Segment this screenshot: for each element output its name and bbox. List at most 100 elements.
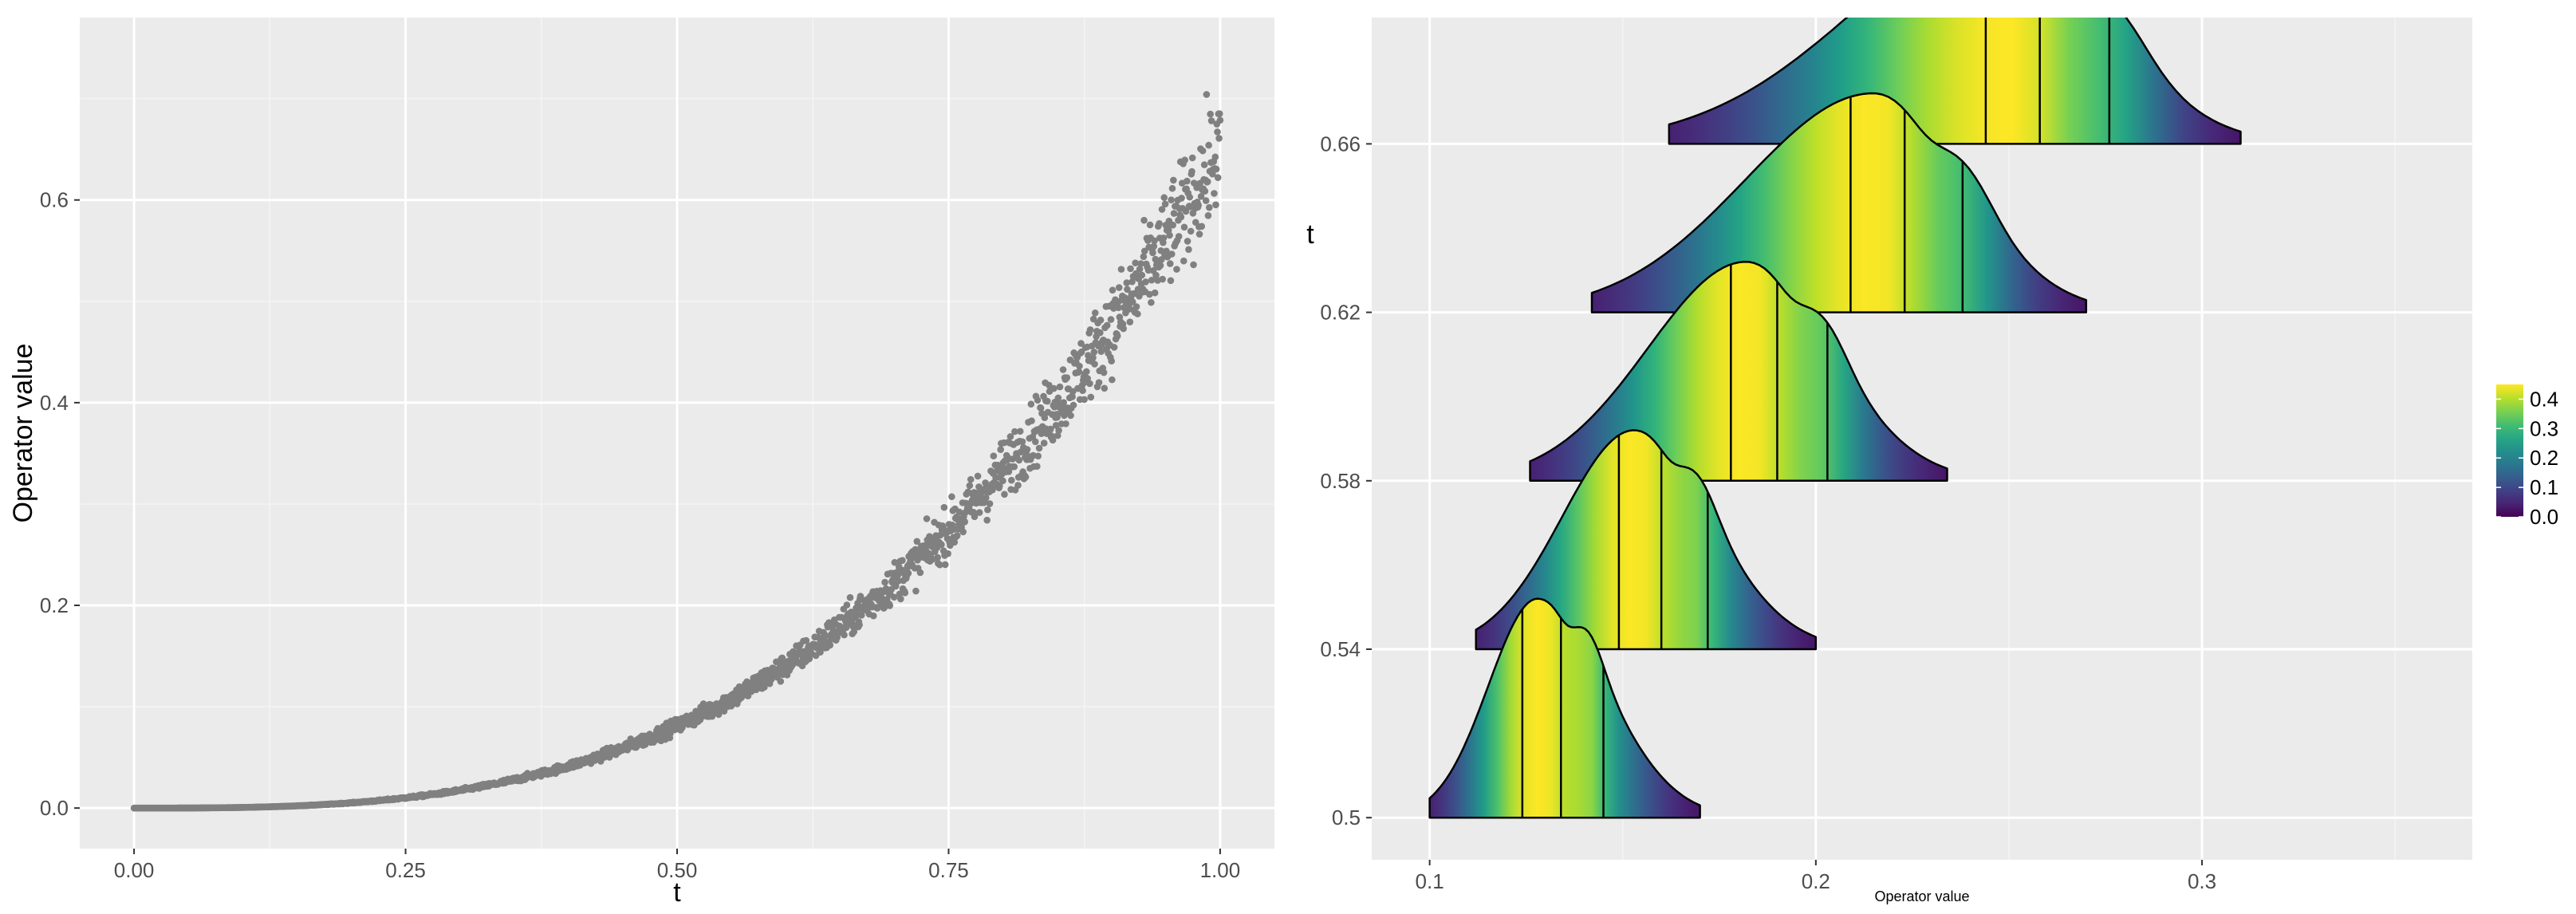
scatter-point (890, 593, 898, 601)
scatter-point (986, 500, 994, 507)
scatter-point (1175, 233, 1183, 240)
scatter-point (1160, 234, 1168, 242)
scatter-point (1055, 427, 1062, 435)
scatter-point (1195, 201, 1202, 209)
scatter-point (1110, 344, 1118, 351)
scatter-point (1160, 194, 1168, 202)
scatter-point (948, 493, 955, 501)
y-tick-label: 0.66 (1320, 132, 1361, 156)
scatter-point (1159, 275, 1166, 283)
scatter-point (1197, 192, 1205, 200)
scatter-point (1008, 476, 1015, 484)
scatter-point (817, 648, 824, 656)
scatter-point (1107, 316, 1115, 323)
scatter-point (1100, 368, 1108, 376)
scatter-points (130, 91, 1224, 812)
scatter-point (1115, 284, 1123, 291)
scatter-point (1043, 397, 1051, 405)
scatter-point (1108, 357, 1115, 365)
scatter-point (1128, 298, 1136, 305)
scatter-point (1014, 482, 1022, 489)
scatter-point (843, 601, 851, 609)
scatter-point (1214, 174, 1222, 181)
legend-label: 0.3 (2530, 416, 2558, 440)
scatter-point (826, 641, 834, 649)
scatter-point (1006, 433, 1014, 440)
scatter-point (1136, 266, 1144, 273)
scatter-point (1187, 227, 1195, 235)
colorbar-legend: 0.4 0.3 0.2 0.1 0.0 (2496, 384, 2558, 529)
scatter-point (1184, 177, 1191, 185)
scatter-point (1144, 266, 1152, 274)
scatter-point (974, 472, 982, 480)
scatter-point (1188, 167, 1195, 175)
scatter-point (1084, 375, 1091, 382)
scatter-point (1203, 178, 1211, 186)
scatter-point (1168, 250, 1176, 258)
y-tick-label: 0.2 (40, 593, 69, 617)
scatter-point (1151, 289, 1159, 297)
scatter-point (1216, 116, 1224, 124)
scatter-point (1166, 231, 1173, 239)
scatter-point (1151, 237, 1158, 245)
scatter-point (936, 531, 944, 539)
scatter-point (1182, 207, 1190, 215)
scatter-point (1156, 262, 1164, 270)
legend-label: 0.2 (2530, 446, 2558, 470)
colorbar (2496, 384, 2523, 517)
scatter-point (1046, 381, 1053, 389)
scatter-point (789, 661, 797, 668)
scatter-point (1047, 425, 1054, 433)
scatter-point (1168, 184, 1176, 192)
scatter-point (953, 532, 961, 539)
scatter-point (967, 475, 975, 483)
scatter-point (1083, 368, 1090, 376)
scatter-point (1069, 393, 1076, 400)
scatter-point (1198, 223, 1206, 230)
scatter-point (886, 602, 894, 609)
scatter-point (975, 509, 983, 516)
scatter-point (1134, 310, 1141, 317)
scatter-point (983, 516, 991, 524)
scatter-point (1022, 473, 1030, 481)
x-tick-label: 0.2 (1802, 869, 1830, 893)
scatter-point (1212, 165, 1220, 173)
scatter-point (881, 578, 888, 586)
scatter-point (1049, 436, 1057, 444)
scatter-point (975, 483, 983, 490)
scatter-point (1211, 190, 1218, 197)
scatter-point (1010, 463, 1018, 471)
scatter-point (1186, 193, 1194, 201)
scatter-point (1180, 257, 1188, 265)
scatter-y-axis-title: Operator value (8, 344, 38, 523)
scatter-point (1184, 238, 1191, 245)
scatter-point (1095, 379, 1103, 386)
scatter-point (1170, 176, 1177, 184)
y-tick-label: 0.6 (40, 188, 69, 212)
legend-label: 0.1 (2530, 475, 2558, 499)
scatter-point (1132, 303, 1140, 310)
scatter-point (1018, 438, 1026, 446)
scatter-point (1201, 187, 1209, 195)
scatter-point (802, 636, 810, 644)
scatter-point (1028, 417, 1035, 424)
x-tick-label: 1.00 (1200, 858, 1241, 882)
scatter-point (1127, 265, 1134, 273)
scatter-point (944, 550, 951, 557)
scatter-point (1067, 412, 1074, 420)
scatter-point (1076, 362, 1083, 370)
ridge-density (1668, 18, 2242, 145)
scatter-point (1215, 110, 1223, 117)
ridge-density (1428, 597, 1701, 819)
scatter-point (984, 506, 991, 514)
ridge-density (1529, 260, 1948, 483)
scatter-point (1126, 318, 1134, 326)
scatter-point (1132, 259, 1139, 267)
scatter-point (982, 494, 990, 502)
scatter-point (1077, 340, 1085, 347)
x-tick-label: 0.00 (114, 858, 155, 882)
scatter-point (934, 554, 941, 561)
scatter-point (1177, 213, 1185, 221)
x-tick-label: 0.25 (385, 858, 426, 882)
scatter-point (961, 518, 969, 526)
